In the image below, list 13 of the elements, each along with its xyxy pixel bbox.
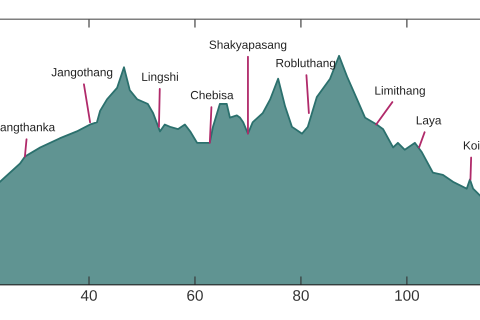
x-tick-label: 80 — [293, 290, 309, 301]
annotation: Shakyapasang — [209, 40, 286, 52]
annotation: Lingshi — [142, 72, 178, 84]
x-tick-label: 60 — [187, 290, 203, 301]
annotation: Koi — [464, 140, 480, 150]
annotation: Laya — [416, 116, 442, 127]
annotation: Jangothang — [51, 68, 112, 79]
annotation: angthanka — [0, 122, 56, 134]
annotation: Chebisa — [190, 90, 234, 100]
x-tick-label: 100 — [395, 290, 420, 301]
annotation: Limithang — [375, 86, 425, 98]
annotation: Robluthang — [276, 58, 336, 70]
x-tick-label: 40 — [80, 290, 97, 301]
